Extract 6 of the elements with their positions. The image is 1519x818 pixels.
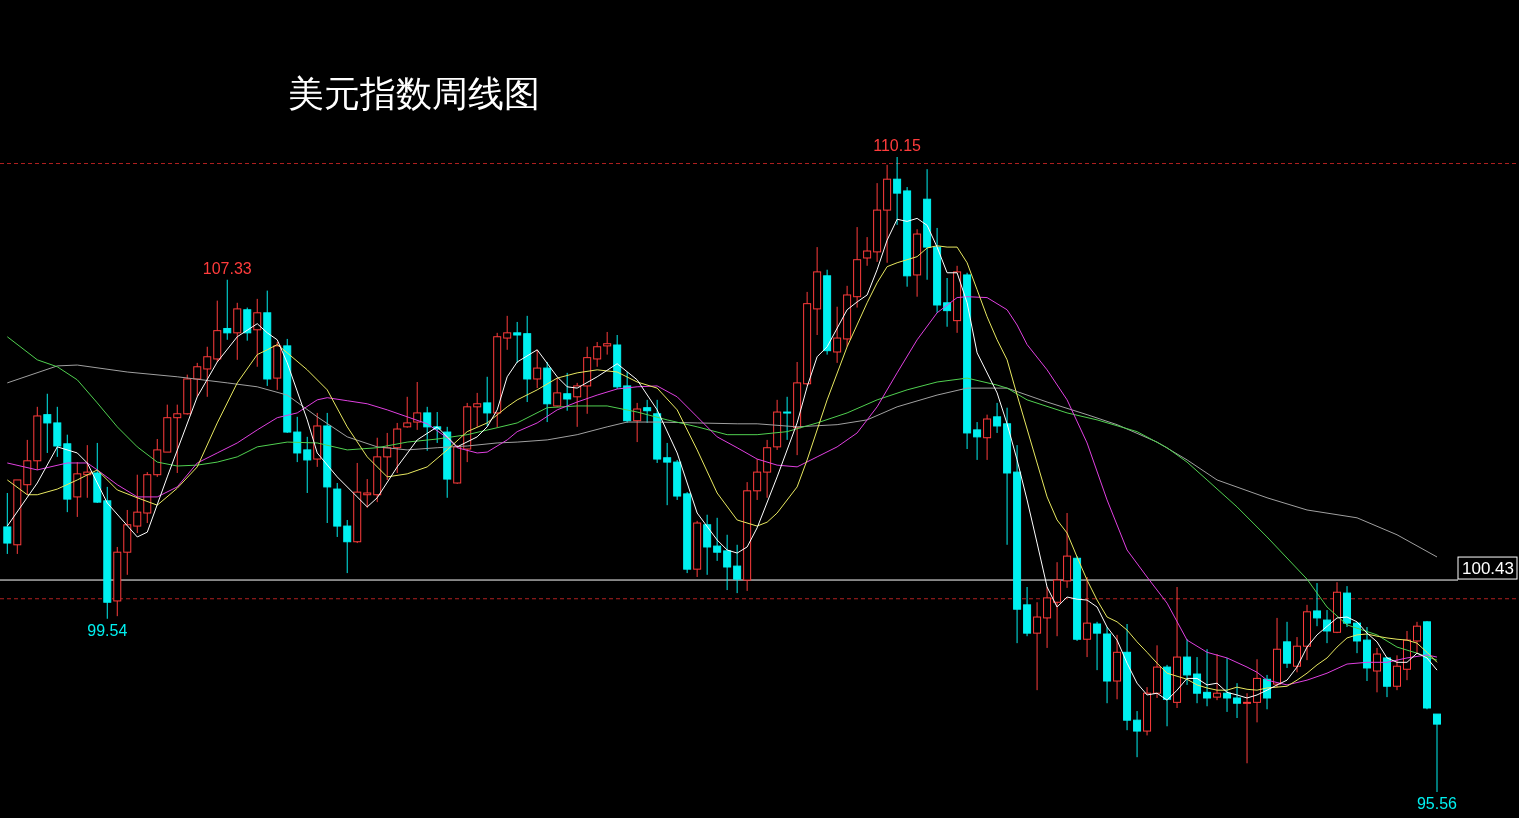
annotation: 95.56 [1417,795,1457,812]
title: 美元指数周线图 [288,73,540,114]
annotation: 110.15 [873,137,921,154]
annotation: 99.54 [87,621,128,639]
ref-line-label: 100.43 [1462,559,1514,579]
annotation: 107.33 [202,259,252,277]
